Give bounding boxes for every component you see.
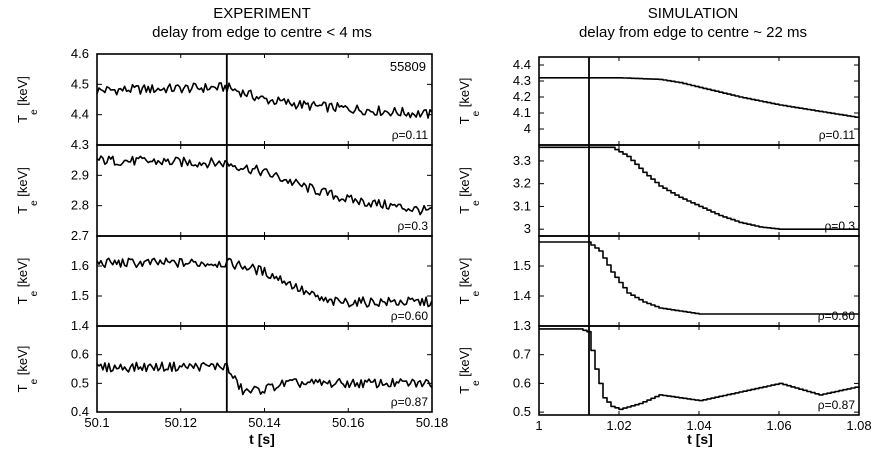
- simulation-title: SIMULATION: [648, 5, 739, 22]
- experiment-subtitle: delay from edge to centre < 4 ms: [152, 24, 372, 41]
- panel-3: 1.4 1.5 1.6 ρ=0.60 Te [keV]: [15, 235, 433, 333]
- panel-2: 2.7 2.8 2.9 ρ=0.3 Te [keV]: [15, 144, 433, 243]
- y-tick-label: 4.3: [71, 137, 89, 152]
- simulation-panels: 44.14.24.34.4 ρ=0.11 Te [keV] 3 3.1 3.2 3.3 ρ=0…: [457, 56, 872, 433]
- panel-1: 44.14.24.34.4 ρ=0.11 Te [keV]: [457, 56, 860, 146]
- x-tick-label: 50.16: [332, 415, 365, 430]
- panel-2: 3 3.1 3.2 3.3 ρ=0.3 Te [keV]: [457, 144, 860, 237]
- x-tick-label: 1.06: [766, 418, 791, 433]
- rho-label: ρ=0.3: [824, 219, 855, 233]
- rho-label: ρ=0.3: [397, 219, 428, 233]
- data-line: [539, 241, 859, 315]
- simulation-column: SIMULATION delay from edge to centre ~ 2…: [457, 5, 872, 447]
- y-tick-label: 4.1: [513, 105, 531, 120]
- panel-frame: [96, 144, 433, 237]
- y-tick-label: 3.1: [513, 198, 531, 213]
- y-tick-label: 1.3: [513, 318, 531, 333]
- x-tick-label: 50.12: [164, 415, 197, 430]
- data-line: [96, 155, 433, 216]
- panel-frame: [96, 235, 433, 327]
- data-line: [96, 257, 433, 308]
- y-tick-label: 2.7: [71, 228, 89, 243]
- x-tick-label: 50.14: [248, 415, 281, 430]
- experiment-panels: 4.3 4.4 4.5 4.6 ρ=0.11 Te [keV] 2.7 2.8 2.9 ρ=0.3…: [15, 46, 448, 430]
- y-tick-label: 4.5: [71, 76, 89, 91]
- x-tick-label: 1.02: [606, 418, 631, 433]
- y-tick-label: 0.6: [513, 375, 531, 390]
- y-axis-label: Te [keV]: [15, 258, 40, 305]
- panel-4: 0.5 0.6 0.7 ρ=0.87 Te [keV]: [457, 325, 860, 419]
- shot-number: 55809: [390, 59, 426, 74]
- y-tick-label: 4.2: [513, 89, 531, 104]
- panel-frame: [538, 144, 860, 237]
- x-tick-label: 1.08: [846, 418, 871, 433]
- simulation-x-axis-label: t [s]: [687, 431, 713, 447]
- rho-label: ρ=0.60: [818, 309, 856, 323]
- x-tick-label: 1: [535, 418, 542, 433]
- y-tick-label: 1.4: [513, 288, 531, 303]
- rho-label: ρ=0.11: [392, 128, 429, 142]
- panel-frame: [538, 325, 860, 416]
- y-tick-label: 1.6: [71, 258, 89, 273]
- rho-label: ρ=0.87: [818, 398, 856, 412]
- y-axis-label: Te [keV]: [457, 258, 482, 305]
- y-tick-label: 4.3: [513, 73, 531, 88]
- y-tick-label: 0.4: [71, 404, 89, 419]
- x-tick-label: 50.18: [416, 415, 449, 430]
- y-tick-label: 0.6: [71, 347, 89, 362]
- y-tick-label: 1.5: [71, 288, 89, 303]
- panel-3: 1.3 1.4 1.5 ρ=0.60 Te [keV]: [457, 235, 860, 333]
- rho-label: ρ=0.60: [391, 309, 429, 323]
- y-tick-label: 4.6: [71, 46, 89, 61]
- data-line: [539, 77, 860, 118]
- x-tick-label: 1.04: [686, 418, 711, 433]
- y-tick-label: 0.5: [513, 404, 531, 419]
- panel-frame: [538, 56, 860, 146]
- panel-frame: [538, 235, 860, 327]
- y-tick-label: 0.5: [71, 375, 89, 390]
- experiment-column: EXPERIMENT delay from edge to centre < 4…: [15, 5, 448, 447]
- y-tick-label: 2.8: [71, 198, 89, 213]
- y-tick-label: 3.2: [513, 176, 531, 191]
- y-tick-label: 0.7: [513, 347, 531, 362]
- data-line: [539, 146, 859, 230]
- data-line: [96, 82, 433, 119]
- panel-4: 0.4 0.5 0.6 ρ=0.87 Te [keV]: [15, 325, 433, 419]
- panel-frame: [96, 53, 433, 146]
- data-line: [96, 361, 433, 396]
- y-axis-label: Te [keV]: [457, 167, 482, 214]
- y-axis-label: Te [keV]: [457, 347, 482, 394]
- y-axis-label: Te [keV]: [15, 346, 40, 393]
- y-tick-label: 4.4: [513, 57, 531, 72]
- y-tick-label: 3: [524, 221, 531, 236]
- y-axis-label: Te [keV]: [15, 167, 40, 214]
- simulation-subtitle: delay from edge to centre ~ 22 ms: [579, 24, 807, 41]
- y-tick-label: 4.4: [71, 107, 89, 122]
- panel-1: 4.3 4.4 4.5 4.6 ρ=0.11 Te [keV]: [15, 46, 433, 152]
- y-tick-label: 4: [524, 121, 531, 136]
- y-axis-label: Te [keV]: [457, 78, 482, 125]
- y-tick-label: 3.3: [513, 153, 531, 168]
- y-tick-label: 2.9: [71, 167, 89, 182]
- data-line: [539, 328, 860, 411]
- x-tick-label: 50.1: [84, 415, 109, 430]
- y-tick-label: 1.5: [513, 258, 531, 273]
- rho-label: ρ=0.11: [819, 128, 856, 142]
- y-tick-label: 1.4: [71, 318, 89, 333]
- experiment-title: EXPERIMENT: [213, 5, 311, 22]
- y-axis-label: Te [keV]: [15, 76, 40, 123]
- rho-label: ρ=0.87: [391, 395, 429, 409]
- experiment-x-axis-label: t [s]: [249, 431, 275, 447]
